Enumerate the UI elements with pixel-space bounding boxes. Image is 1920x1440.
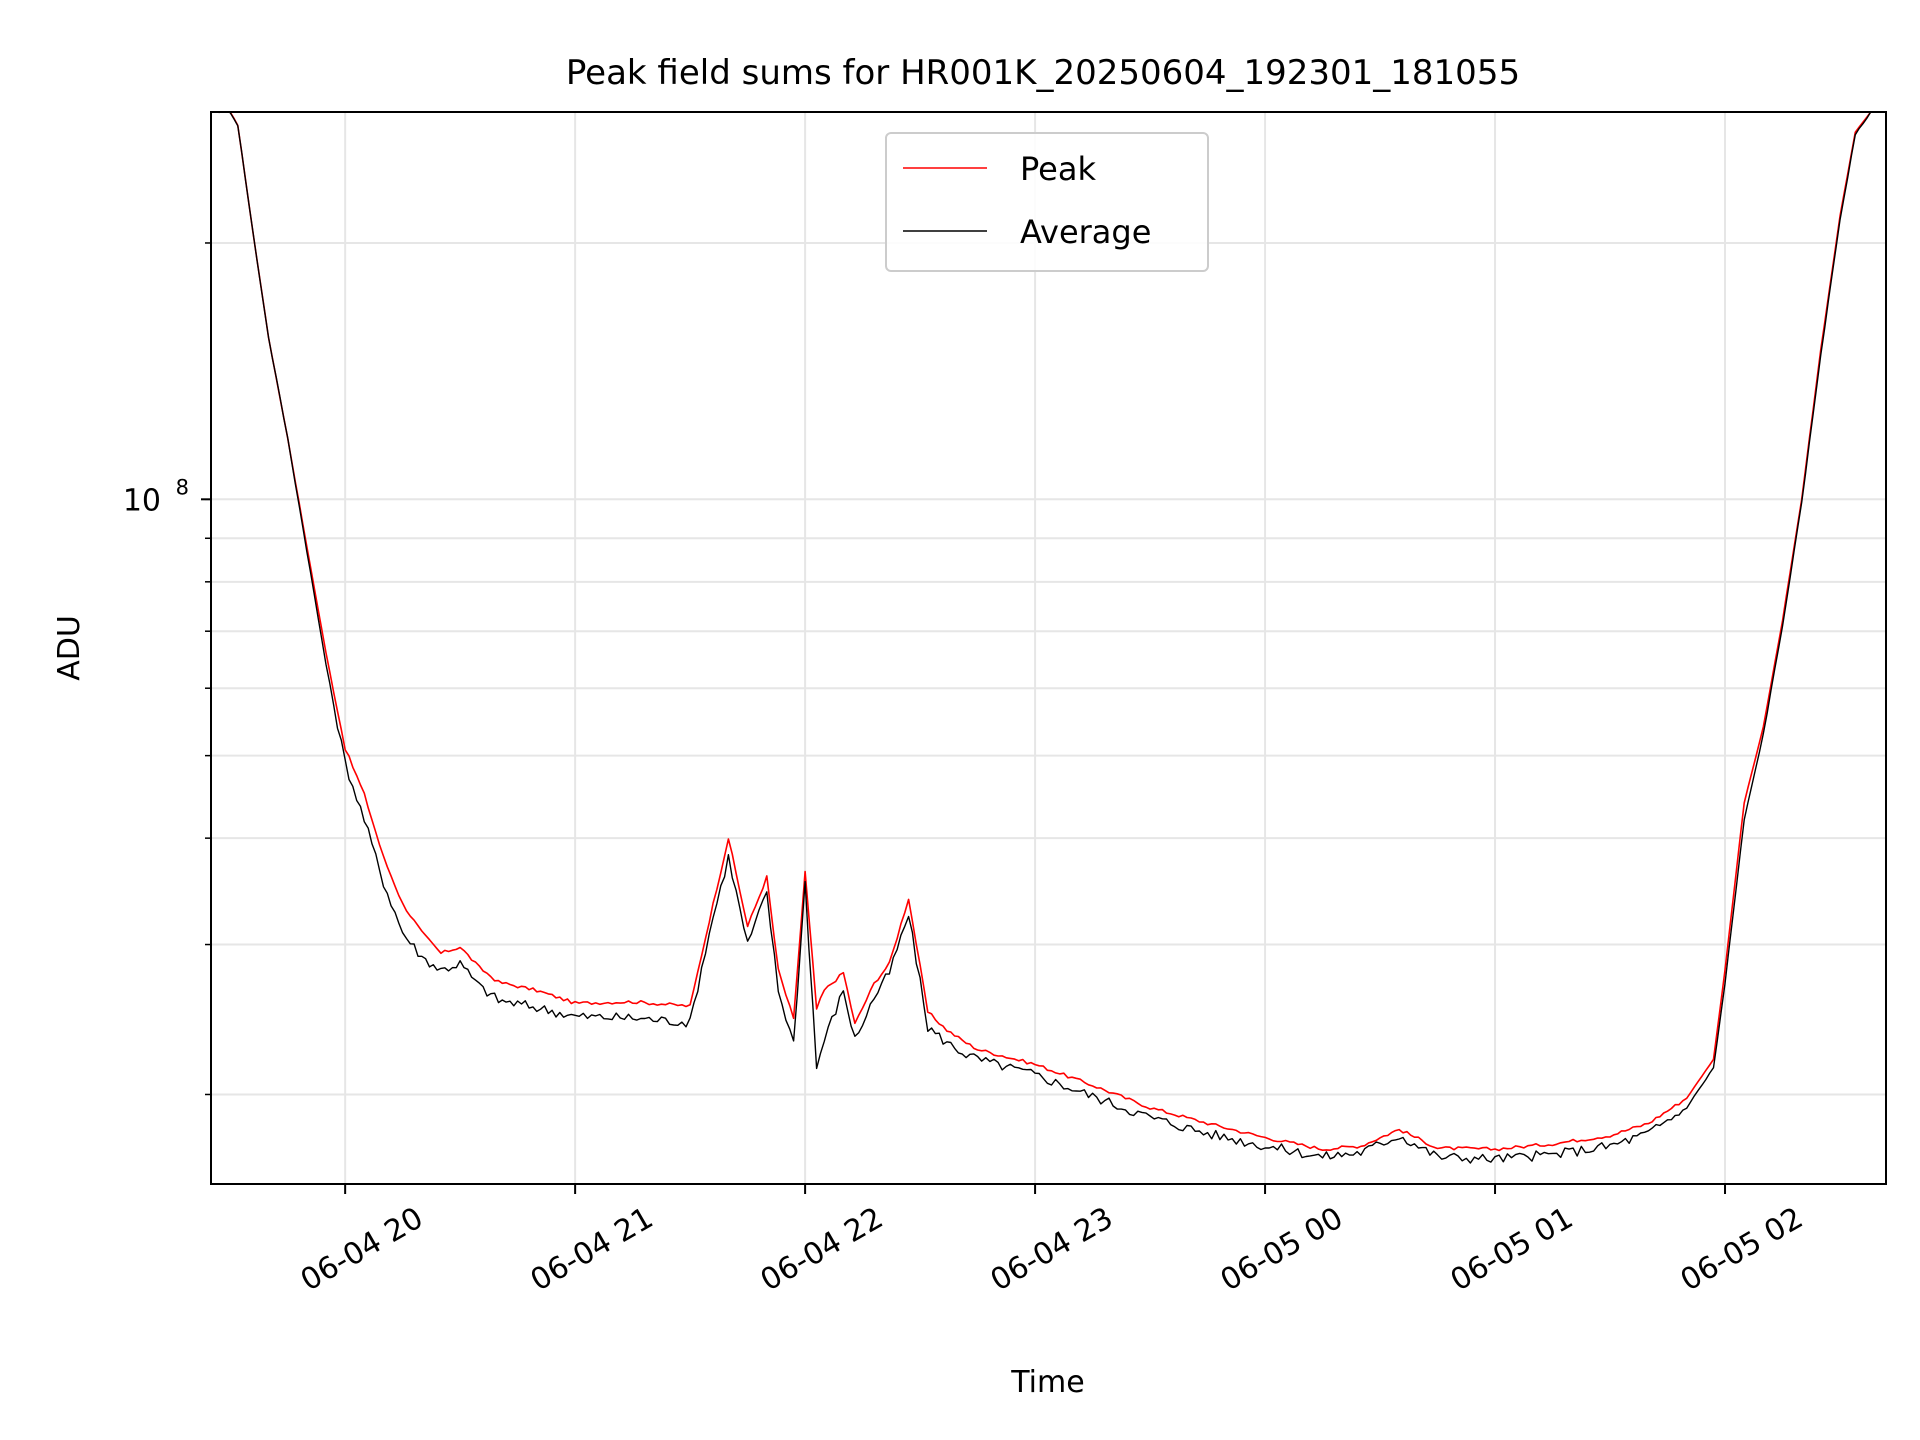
legend-label-average: Average xyxy=(1020,213,1151,251)
legend: Peak Average xyxy=(885,132,1209,272)
y-tick-label: 10 xyxy=(123,483,161,518)
series-line-peak xyxy=(218,112,1872,1152)
chart-title: Peak field sums for HR001K_20250604_1923… xyxy=(566,53,1520,93)
y-tick-label-exponent: 8 xyxy=(176,475,189,499)
legend-label-peak: Peak xyxy=(1020,150,1096,188)
plot-frame xyxy=(210,111,1887,1185)
series-line-average xyxy=(218,112,1872,1164)
series-layer xyxy=(218,112,1872,1164)
y-axis-label: ADU xyxy=(52,615,87,681)
x-axis-label: Time xyxy=(1010,1365,1084,1400)
